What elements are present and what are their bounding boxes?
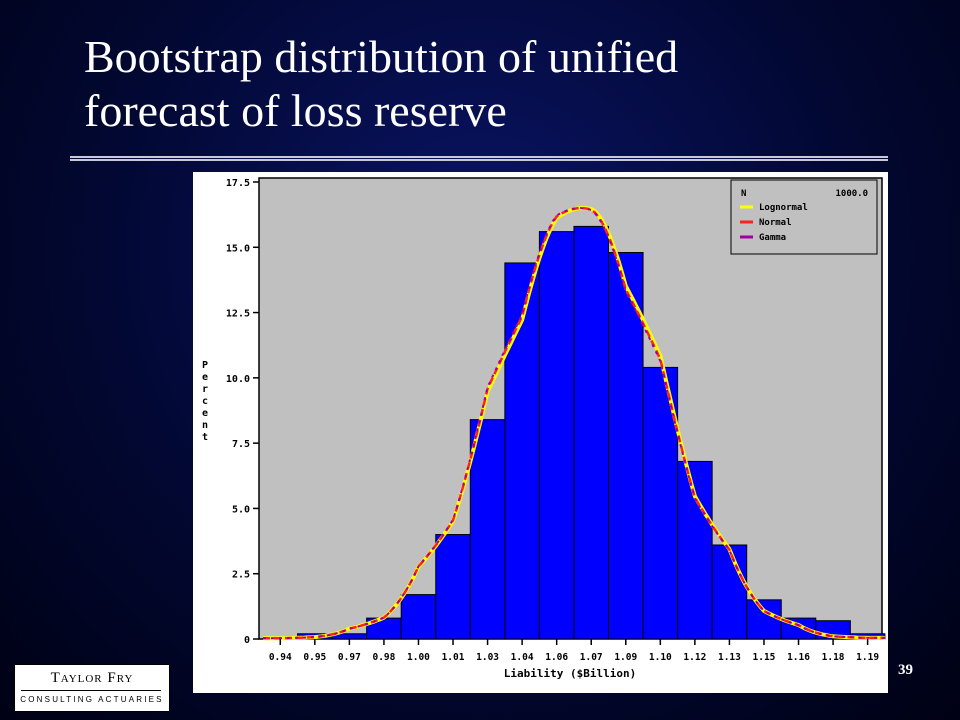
fitted-curves <box>263 205 885 641</box>
curve-gamma <box>263 207 885 640</box>
x-tick-label: 1.00 <box>407 652 430 663</box>
x-tick-label: 1.18 <box>822 652 845 663</box>
logo-divider <box>21 690 161 691</box>
legend-n-value: 1000.0 <box>835 189 868 199</box>
legend-n-label: N <box>741 189 746 199</box>
y-tick-label: 12.5 <box>226 309 250 320</box>
histogram-bar <box>711 544 748 640</box>
y-tick-label: 15.0 <box>226 243 250 254</box>
x-tick-label: 0.97 <box>338 652 361 663</box>
x-tick-label: 0.94 <box>269 652 292 663</box>
y-axis-label-char: r <box>202 384 208 395</box>
histogram-bar <box>608 252 644 640</box>
y-axis-label-char: e <box>202 372 208 383</box>
histogram-chart: 0 2.5 5.0 7.5 10.0 12.5 15.0 17.5 0.94 0.95 0.97 0… <box>193 172 888 693</box>
logo-subtitle: CONSULTING ACTUARIES <box>20 695 164 704</box>
histogram-bar <box>746 599 782 640</box>
x-tick-label: 1.19 <box>856 652 879 663</box>
histogram-svg: 02.55.07.510.012.515.017.5 0.94 0.95 0.97 0… <box>202 177 886 680</box>
x-tick-label: 1.10 <box>649 652 672 663</box>
histogram-bar <box>504 262 540 640</box>
x-tick-label: 1.12 <box>683 652 706 663</box>
y-axis: 0 2.5 5.0 7.5 10.0 12.5 15.0 17.5 <box>226 178 259 646</box>
legend-label: Lognormal <box>759 203 808 213</box>
y-axis-label-char: P <box>202 360 208 371</box>
x-axis: 0.94 0.95 0.97 0.98 1.00 1.01 1.03 1.04 1.06 1.07… <box>269 639 879 663</box>
x-tick-label: 1.03 <box>476 652 499 663</box>
slide-title: Bootstrap distribution of unified foreca… <box>84 30 904 138</box>
x-tick-label: 1.16 <box>787 652 810 663</box>
histogram-bar <box>435 534 471 640</box>
y-tick-label: 0 <box>244 635 250 646</box>
legend: N 1000.0 Lognormal Normal Gamma <box>730 179 878 255</box>
legend-label: Normal <box>759 218 792 228</box>
x-axis-label: Liability ($Billion) <box>504 667 636 680</box>
x-tick-label: 1.07 <box>580 652 603 663</box>
histogram-bar <box>400 594 437 640</box>
legend-label: Gamma <box>759 233 786 243</box>
y-axis-label-char: n <box>202 420 208 431</box>
y-axis-label-char: t <box>202 432 208 443</box>
x-tick-label: 1.01 <box>442 652 465 663</box>
x-tick-label: 1.09 <box>614 652 637 663</box>
page-number: 39 <box>898 662 913 678</box>
y-tick-label: 2.5 <box>232 570 250 581</box>
x-tick-label: 1.06 <box>545 652 568 663</box>
company-logo: Taylor Fry CONSULTING ACTUARIES <box>14 664 170 712</box>
y-tick-label: 7.5 <box>232 439 250 450</box>
y-tick-label: 5.0 <box>232 504 250 515</box>
y-tick-label: 10.0 <box>226 374 250 385</box>
histogram-bar <box>677 460 713 640</box>
y-axis-label-char: e <box>202 408 208 419</box>
x-tick-label: 0.95 <box>303 652 326 663</box>
x-tick-label: 1.15 <box>753 652 776 663</box>
slide-title-line-2: forecast of loss reserve <box>84 85 507 136</box>
logo-name: Taylor Fry <box>50 670 134 686</box>
histogram-bar <box>573 225 610 640</box>
y-axis-label-char: c <box>202 396 208 407</box>
x-tick-label: 1.13 <box>718 652 741 663</box>
histogram-bar <box>538 231 575 640</box>
y-tick-label: 17.5 <box>226 178 250 189</box>
title-divider <box>70 156 888 161</box>
slide-title-line-1: Bootstrap distribution of unified <box>84 31 679 82</box>
x-tick-label: 0.98 <box>372 652 395 663</box>
x-tick-label: 1.04 <box>511 652 534 663</box>
legend-box <box>730 179 878 255</box>
histogram-bar <box>469 419 506 640</box>
